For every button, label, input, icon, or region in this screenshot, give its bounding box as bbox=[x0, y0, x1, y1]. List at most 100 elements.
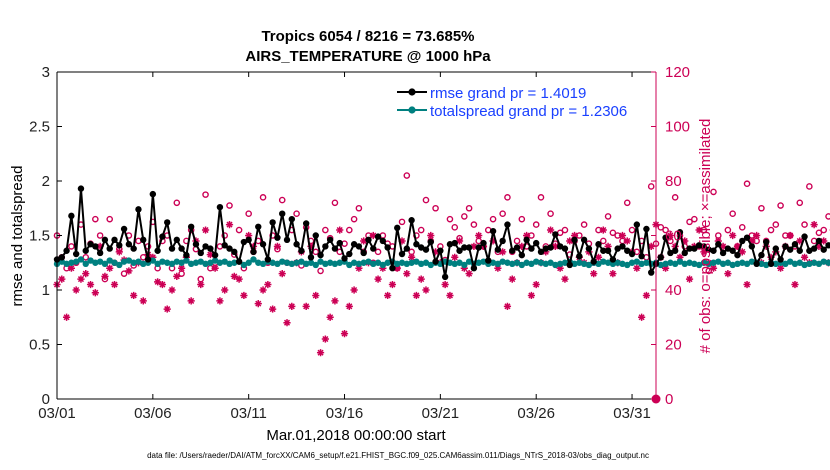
obs-assimilated-point bbox=[661, 264, 670, 272]
rmse-point bbox=[552, 231, 559, 238]
totalspread-point bbox=[465, 258, 473, 265]
totalspread-point bbox=[475, 259, 482, 266]
y-tick-label-right: 60 bbox=[665, 228, 682, 245]
totalspread-point bbox=[604, 259, 612, 266]
totalspread-point bbox=[274, 260, 281, 268]
rmse-point bbox=[796, 247, 803, 254]
obs-assimilated-point bbox=[489, 237, 497, 245]
totalspread-point bbox=[710, 259, 717, 266]
rmse-point bbox=[604, 247, 612, 254]
obs-assimilated-point bbox=[590, 270, 598, 278]
rmse-point bbox=[648, 269, 655, 276]
y-tick-label: 0.5 bbox=[29, 337, 50, 354]
obs-assimilated-point bbox=[369, 231, 377, 240]
obs-assimilated-point bbox=[431, 248, 440, 256]
obs-assimilated-point bbox=[398, 237, 406, 245]
totalspread-point bbox=[772, 260, 779, 268]
y-tick-label: 3 bbox=[42, 64, 50, 81]
totalspread-point bbox=[82, 260, 89, 268]
obs-possible-point bbox=[403, 172, 411, 179]
totalspread-point bbox=[676, 258, 684, 265]
totalspread-point bbox=[786, 258, 794, 265]
totalspread-point bbox=[619, 260, 626, 268]
rmse-point bbox=[748, 243, 756, 250]
rmse-point bbox=[470, 265, 478, 272]
rmse-point bbox=[825, 242, 830, 249]
obs-assimilated-point bbox=[336, 226, 344, 234]
obs-assimilated-point bbox=[384, 291, 392, 300]
totalspread-point bbox=[796, 259, 803, 266]
totalspread-point bbox=[614, 259, 621, 266]
rmse-point bbox=[389, 265, 396, 272]
obs-assimilated-point bbox=[58, 275, 66, 283]
rmse-point bbox=[595, 241, 602, 248]
rmse-point bbox=[63, 247, 70, 254]
totalspread-point bbox=[307, 259, 315, 266]
obs-possible-point bbox=[106, 215, 114, 223]
obs-assimilated-point bbox=[72, 286, 80, 294]
obs-possible-point bbox=[68, 243, 75, 250]
obs-assimilated-point bbox=[532, 280, 540, 289]
obs-assimilated-point bbox=[638, 313, 646, 321]
rmse-point bbox=[820, 246, 827, 253]
rmse-point bbox=[576, 253, 583, 260]
totalspread-point bbox=[96, 258, 104, 265]
totalspread-point bbox=[221, 258, 228, 265]
totalspread-point bbox=[638, 260, 645, 268]
totalspread-point bbox=[815, 260, 823, 268]
totalspread-point bbox=[523, 259, 530, 266]
totalspread-point bbox=[820, 258, 827, 265]
totalspread-point bbox=[68, 259, 75, 266]
y-tick-label: 0 bbox=[42, 391, 50, 408]
rmse-point bbox=[676, 229, 684, 236]
rmse-point bbox=[346, 250, 353, 258]
obs-assimilated-point bbox=[86, 280, 95, 289]
totalspread-point bbox=[231, 259, 238, 266]
obs-assimilated-point bbox=[546, 226, 555, 234]
obs-possible-point bbox=[470, 221, 478, 228]
obs-assimilated-point bbox=[609, 270, 617, 278]
rmse-point bbox=[216, 203, 224, 211]
totalspread-point bbox=[748, 258, 756, 265]
obs-possible-point bbox=[743, 180, 751, 188]
y-tick-label: 1.5 bbox=[29, 228, 50, 245]
rmse-point bbox=[465, 244, 473, 251]
rmse-point bbox=[140, 236, 147, 244]
rmse-point bbox=[130, 245, 137, 252]
obs-possible-point bbox=[604, 213, 612, 220]
totalspread-point bbox=[763, 261, 770, 269]
rmse-point bbox=[360, 249, 367, 257]
rmse-point bbox=[504, 221, 511, 228]
obs-assimilated-point bbox=[642, 291, 651, 300]
totalspread-point bbox=[671, 260, 679, 268]
obs-assimilated-point bbox=[633, 264, 641, 272]
rmse-point bbox=[144, 256, 152, 263]
totalspread-point bbox=[537, 259, 545, 266]
obs-assimilated-point bbox=[714, 237, 722, 245]
obs-assimilated-point bbox=[810, 221, 818, 229]
rmse-point bbox=[264, 256, 272, 263]
rmse-point bbox=[624, 247, 631, 254]
rmse-point bbox=[739, 237, 746, 245]
totalspread-point bbox=[374, 259, 382, 266]
rmse-point bbox=[475, 244, 482, 251]
totalspread-point bbox=[403, 260, 411, 268]
rmse-point bbox=[96, 249, 104, 257]
rmse-point bbox=[585, 245, 593, 252]
rmse-point bbox=[547, 244, 554, 251]
rmse-point bbox=[164, 219, 171, 226]
obs-assimilated-point bbox=[470, 242, 478, 250]
obs-assimilated-point bbox=[264, 280, 272, 289]
obs-assimilated-point bbox=[259, 286, 267, 294]
rmse-point bbox=[671, 247, 679, 254]
obs-assimilated-point bbox=[460, 264, 468, 272]
obs-assimilated-point bbox=[273, 242, 282, 250]
rmse-point bbox=[159, 233, 166, 240]
totalspread-point bbox=[116, 261, 123, 269]
rmse-point bbox=[355, 243, 363, 250]
totalspread-point bbox=[370, 260, 377, 268]
obs-assimilated-point bbox=[115, 248, 123, 256]
obs-assimilated-point bbox=[326, 313, 334, 321]
obs-assimilated-point bbox=[427, 231, 435, 240]
rmse-point bbox=[691, 245, 698, 252]
